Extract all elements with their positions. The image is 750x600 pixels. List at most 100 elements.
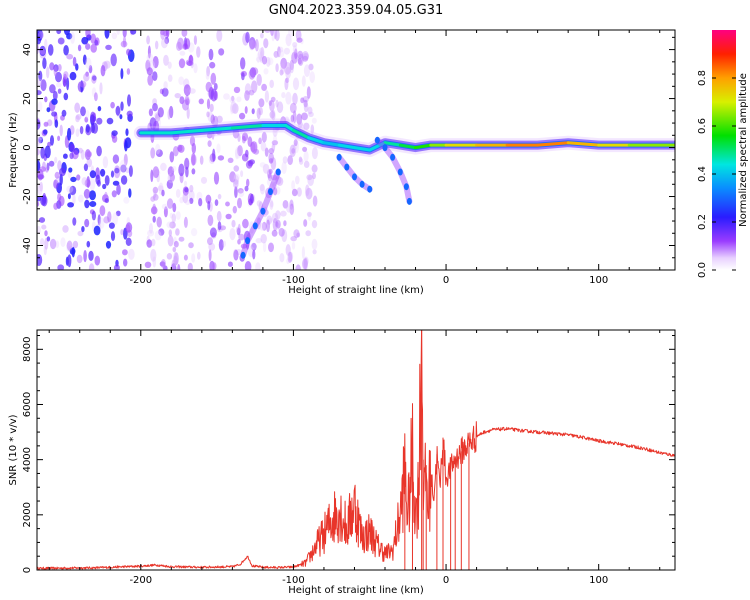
spectrogram-noise-speck — [284, 77, 289, 91]
spectrogram-noise-speck — [174, 252, 179, 265]
spectrogram-noise-speck — [76, 254, 83, 264]
spectrogram-noise-speck — [66, 185, 74, 193]
spectrogram-noise-speck — [116, 30, 120, 35]
spectrogram-noise-speck — [171, 213, 176, 223]
spectrogram-noise-speck — [167, 74, 173, 82]
spectrogram-noise-speck — [179, 196, 184, 204]
spectrogram-noise-speck — [245, 31, 250, 44]
spectrogram-noise-speck — [209, 61, 216, 69]
spectrogram-noise-speck — [40, 238, 45, 247]
spectrogram-branch-blob — [367, 185, 373, 193]
spectrogram-noise-speck — [244, 106, 248, 114]
spectrogram-noise-speck — [227, 261, 233, 267]
spectrogram-noise-speck — [258, 107, 263, 116]
spectrogram-noise-speck — [150, 169, 154, 183]
spectrogram-noise-speck — [241, 72, 245, 81]
spectrogram-noise-speck — [77, 44, 82, 52]
spectrogram-noise-speck — [305, 187, 313, 200]
spectrogram-noise-speck — [263, 38, 269, 49]
spectrogram-noise-speck — [83, 250, 87, 263]
spectrogram-noise-speck — [251, 242, 257, 251]
spectrogram-noise-speck — [147, 74, 154, 86]
spectrogram-noise-speck — [259, 162, 266, 168]
spectrogram-noise-speck — [47, 44, 54, 56]
spectrogram-noise-speck — [292, 42, 298, 48]
spectrogram-noise-speck — [189, 184, 194, 193]
spectrogram-noise-speck — [40, 195, 47, 206]
spectrogram-noise-speck — [251, 80, 258, 93]
spectrogram-noise-speck — [261, 83, 267, 91]
spectrogram-noise-speck — [38, 70, 43, 82]
spectrogram-noise-speck — [67, 193, 71, 200]
spectrogram-noise-speck — [59, 173, 63, 186]
spectrogram-noise-speck — [75, 114, 82, 120]
spectrogram-noise-speck — [247, 160, 254, 167]
spectrogram-noise-speck — [303, 150, 309, 162]
spectrogram-noise-speck — [63, 153, 68, 159]
spectrogram-branch-blob — [240, 251, 246, 259]
spectrogram-noise-speck — [53, 65, 58, 77]
spectrogram-noise-speck — [37, 183, 43, 196]
spectrogram-noise-speck — [70, 176, 77, 183]
spectrogram-noise-speck — [37, 137, 42, 145]
spectrogram-noise-speck — [166, 198, 174, 209]
colorbar: 0.0 0.2 0.4 0.6 0.8 Normalized spectral ampl… — [697, 30, 749, 278]
spectrogram-noise-speck — [222, 240, 227, 247]
spectrogram-noise-speck — [155, 143, 161, 155]
spectrogram-noise-speck — [92, 75, 97, 81]
spectrogram-noise-speck — [267, 173, 273, 182]
spectrogram-main-ridge-segment — [291, 128, 311, 140]
spectrogram-noise-speck — [111, 32, 118, 40]
spectrogram-noise-speck — [44, 38, 48, 50]
spectrogram-noise-speck — [193, 63, 198, 74]
spectrogram-noise-speck — [152, 256, 157, 268]
spectrogram-noise-speck — [77, 230, 84, 237]
spectrogram-noise-speck — [46, 66, 50, 79]
spectrogram-noise-speck — [275, 63, 279, 73]
spectrogram-noise-speck — [233, 173, 240, 181]
colorbar-tick-label: 0.0 — [697, 262, 708, 278]
spectrogram-noise-speck — [44, 96, 48, 103]
spectrogram-noise-speck — [62, 225, 69, 233]
spectrogram-noise-speck — [111, 134, 118, 143]
spectrogram-noise-speck — [169, 151, 175, 163]
spectrogram-noise-speck — [63, 92, 69, 101]
spectrogram-noise-speck — [291, 180, 295, 191]
spectrogram-noise-speck — [167, 173, 175, 184]
spectrogram-noise-speck — [213, 83, 218, 91]
spectrogram-noise-speck — [238, 189, 245, 198]
spectrogram-noise-speck — [72, 217, 77, 226]
spectrogram-noise-speck — [70, 31, 75, 44]
spectrogram-noise-speck — [213, 171, 220, 185]
spectrogram-noise-speck — [303, 64, 311, 77]
spectrogram-noise-speck — [172, 255, 178, 267]
spectrogram-noise-speck — [260, 32, 264, 39]
spectrogram-noise-speck — [123, 153, 128, 166]
spectrogram-noise-speck — [102, 156, 109, 169]
spectrogram-noise-speck — [94, 92, 98, 102]
spectrogram-noise-speck — [173, 240, 179, 248]
y-tick-label: 20 — [22, 92, 33, 105]
spectrogram-noise-speck — [260, 46, 265, 59]
spectrogram-noise-speck — [272, 181, 278, 189]
spectrogram-noise-speck — [150, 196, 156, 202]
spectrogram-noise-speck — [229, 171, 237, 183]
spectrogram-noise-speck — [163, 206, 168, 218]
spectrogram-noise-speck — [289, 144, 296, 157]
spectrogram-branch-blob — [344, 163, 350, 171]
spectrogram-noise-speck — [212, 115, 219, 128]
spectrogram-noise-speck — [259, 184, 265, 192]
spectrogram-noise-speck — [83, 73, 90, 82]
spectrogram-noise-speck — [260, 141, 267, 152]
spectrogram-branch-blob — [352, 173, 357, 181]
snr-ylabel: SNR (10 * v/v) — [8, 414, 19, 485]
spectrogram-branch-blob — [275, 168, 281, 176]
spectrogram-ridge-layer — [133, 118, 675, 259]
spectrogram-noise-speck — [112, 212, 119, 226]
spectrogram-noise-speck — [237, 145, 243, 157]
spectrogram-noise-speck — [306, 174, 313, 181]
spectrogram-noise-speck — [261, 131, 267, 143]
spectrogram-noise-speck — [241, 153, 249, 162]
spectrogram-noise-speck — [230, 101, 237, 114]
spectrogram-noise-speck — [50, 135, 54, 146]
